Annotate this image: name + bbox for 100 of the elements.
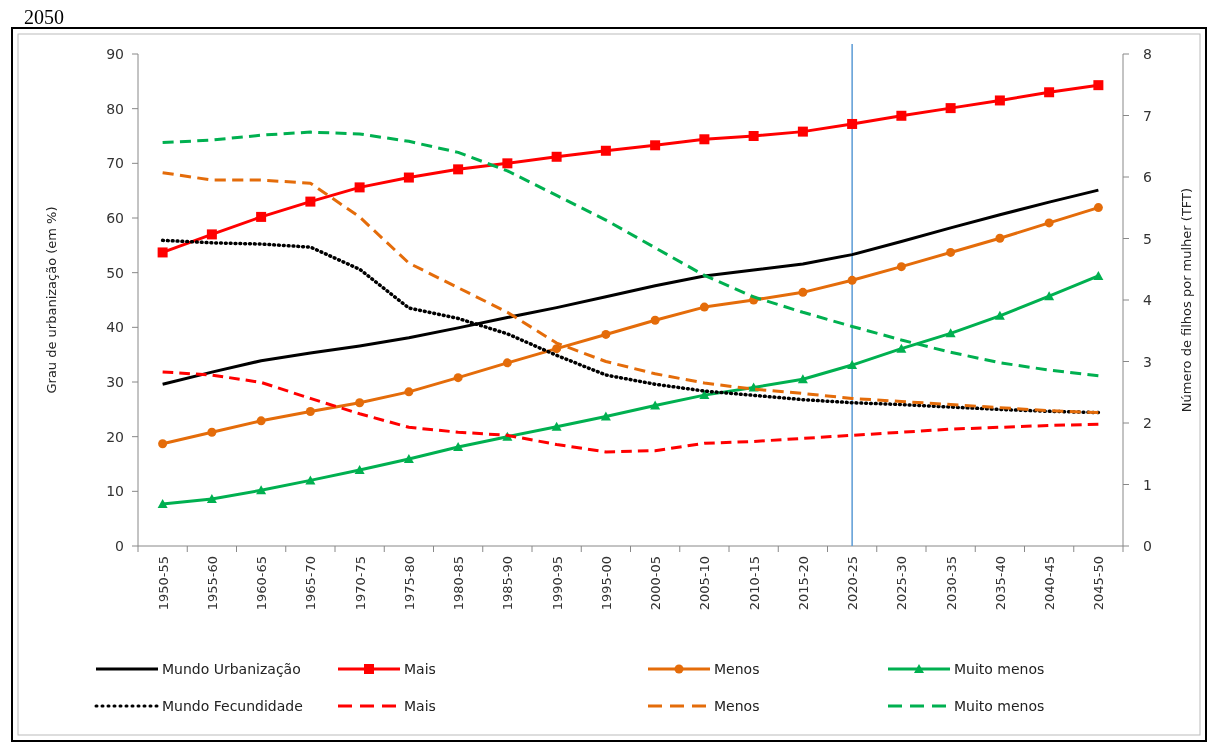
point: [403, 172, 414, 183]
point: [157, 498, 168, 508]
y-tick-label: 20: [106, 428, 124, 445]
point: [896, 343, 907, 353]
point: [946, 247, 956, 257]
point: [453, 442, 464, 452]
x-tick-label: 1995-00: [598, 556, 614, 611]
point: [699, 390, 710, 400]
y-tick-label: 90: [106, 46, 124, 62]
x-tick-label: 1975-80: [401, 556, 417, 611]
x-tick-label: 1950-55: [155, 556, 171, 611]
x-tick-label: 2020-25: [845, 556, 861, 611]
legend-label: Menos: [714, 698, 760, 714]
x-tick-label: 2000-05: [648, 556, 664, 611]
point: [650, 140, 661, 151]
y-axis-title: Grau de urbanização (em %): [44, 206, 59, 394]
y-tick-label: 10: [106, 483, 124, 500]
x-tick-label: 1990-95: [549, 556, 565, 611]
point: [650, 315, 660, 325]
point: [650, 400, 661, 410]
legend-label: Mundo Fecundidade: [162, 698, 303, 714]
point: [896, 110, 907, 121]
point: [206, 229, 217, 240]
point: [601, 329, 611, 339]
point: [157, 247, 168, 258]
point: [896, 262, 906, 272]
y2-tick-label: 1: [1143, 476, 1152, 493]
x-tick-label: 1985-90: [500, 556, 516, 611]
point: [158, 439, 168, 449]
point: [256, 416, 266, 426]
point: [305, 475, 316, 485]
point: [1044, 87, 1055, 98]
point: [206, 493, 217, 503]
point: [699, 134, 710, 145]
point: [1044, 218, 1054, 228]
point: [1093, 80, 1104, 91]
y-tick-label: 40: [106, 319, 124, 336]
legend-label: Mundo Urbanização: [162, 661, 301, 677]
point: [1044, 291, 1055, 301]
y-tick-label: 0: [115, 538, 124, 554]
y2-tick-label: 7: [1143, 107, 1152, 124]
chart-title: 2050: [24, 6, 64, 28]
x-tick-label: 2005-10: [697, 556, 713, 611]
point: [994, 95, 1005, 106]
point: [748, 131, 759, 141]
point: [354, 182, 365, 193]
point: [502, 158, 513, 169]
y2-tick-label: 8: [1143, 46, 1152, 62]
point: [453, 373, 463, 383]
x-tick-label: 2035-40: [992, 556, 1008, 611]
point: [305, 407, 315, 417]
x-tick-label: 2025-30: [894, 556, 910, 611]
line-series: [161, 370, 1100, 454]
y2-tick-label: 4: [1143, 292, 1152, 308]
y2-tick-label: 5: [1143, 230, 1152, 247]
point: [798, 287, 808, 297]
point: [502, 358, 512, 368]
x-tick-label: 1980-85: [451, 556, 467, 611]
point: [847, 360, 858, 370]
point: [404, 387, 414, 397]
y2-axis-title: Número de filhos por mulher (TFT): [1179, 187, 1194, 413]
y-tick-label: 30: [106, 374, 124, 390]
point: [552, 344, 562, 354]
point: [600, 145, 611, 156]
x-tick-label: 2045-50: [1091, 556, 1107, 611]
point: [995, 233, 1005, 243]
y2-tick-label: 0: [1143, 538, 1152, 554]
legend-label: Mais: [404, 661, 436, 677]
point: [453, 164, 464, 175]
y2-tick-label: 6: [1143, 169, 1152, 185]
point: [305, 196, 316, 207]
point: [847, 118, 858, 129]
point: [699, 302, 709, 312]
point: [1093, 203, 1103, 213]
y2-tick-label: 2: [1143, 415, 1152, 431]
x-tick-label: 2010-15: [746, 556, 762, 611]
x-tick-label: 2030-35: [943, 556, 959, 611]
point: [847, 275, 857, 285]
point: [600, 411, 611, 421]
point: [403, 454, 414, 464]
y2-tick-label: 3: [1143, 353, 1152, 370]
point: [551, 421, 562, 431]
point: [994, 310, 1005, 320]
point: [551, 151, 562, 162]
x-tick-label: 1955-60: [204, 556, 220, 611]
legend-label: Muito menos: [954, 698, 1045, 714]
x-tick-label: 1970-75: [352, 556, 368, 611]
point: [355, 398, 365, 408]
x-tick-label: 1965-70: [303, 556, 319, 611]
x-tick-label: 2015-20: [795, 556, 811, 611]
point: [256, 485, 267, 495]
point: [207, 427, 217, 437]
y-tick-label: 60: [106, 210, 124, 226]
y-tick-label: 80: [106, 100, 124, 117]
y-tick-label: 70: [106, 155, 124, 172]
point: [354, 465, 365, 475]
x-tick-label: 1960-65: [254, 556, 270, 611]
legend-label: Muito menos: [954, 661, 1045, 677]
legend-label: Mais: [404, 698, 436, 714]
point: [945, 103, 956, 114]
